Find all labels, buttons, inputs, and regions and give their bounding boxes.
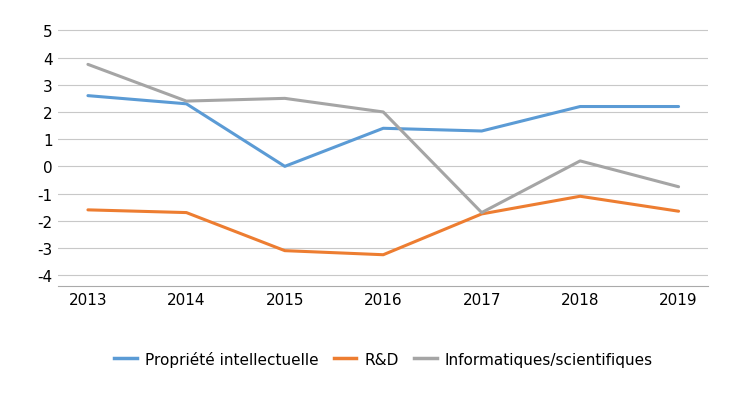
- R&D: [675, 209, 683, 214]
- R&D: [280, 249, 289, 254]
- R&D: [379, 253, 388, 258]
- Line: Informatiques/scientifiques: Informatiques/scientifiques: [88, 65, 679, 213]
- Legend: Propriété intellectuelle, R&D, Informatiques/scientifiques: Propriété intellectuelle, R&D, Informati…: [108, 345, 658, 373]
- Line: R&D: R&D: [88, 197, 679, 255]
- Informatiques/scientifiques: [379, 110, 388, 115]
- R&D: [576, 194, 585, 199]
- Informatiques/scientifiques: [280, 97, 289, 101]
- Informatiques/scientifiques: [675, 185, 683, 190]
- Line: Propriété intellectuelle: Propriété intellectuelle: [88, 97, 679, 167]
- Propriété intellectuelle: [379, 126, 388, 131]
- Informatiques/scientifiques: [576, 159, 585, 164]
- Propriété intellectuelle: [83, 94, 92, 99]
- Propriété intellectuelle: [675, 105, 683, 110]
- Informatiques/scientifiques: [182, 99, 191, 104]
- R&D: [182, 211, 191, 216]
- Propriété intellectuelle: [477, 129, 486, 134]
- Propriété intellectuelle: [576, 105, 585, 110]
- R&D: [477, 212, 486, 217]
- Propriété intellectuelle: [182, 102, 191, 107]
- Propriété intellectuelle: [280, 164, 289, 169]
- Informatiques/scientifiques: [83, 63, 92, 67]
- Informatiques/scientifiques: [477, 211, 486, 216]
- R&D: [83, 208, 92, 213]
